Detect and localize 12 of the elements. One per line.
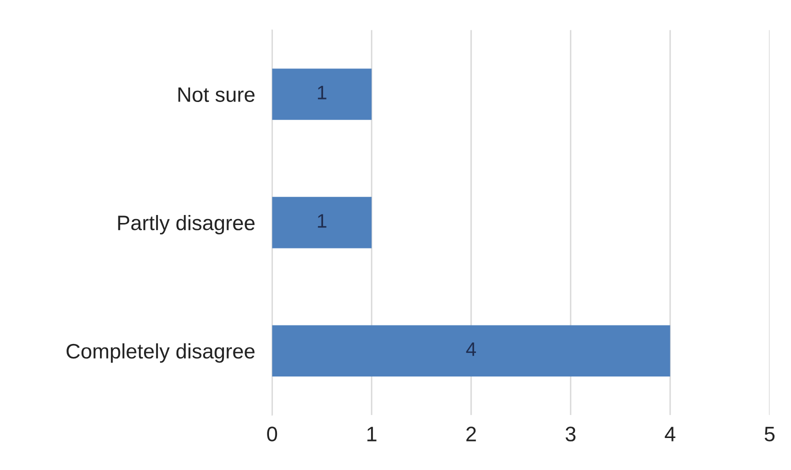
x-tick-label: 0 xyxy=(267,426,278,442)
data-label: 4 xyxy=(466,342,476,356)
data-label: 1 xyxy=(318,214,326,228)
x-tick-label: 4 xyxy=(664,426,676,442)
y-tick-label: Completely disagree xyxy=(66,343,255,363)
x-tick-label: 2 xyxy=(466,426,476,442)
x-tick-label: 3 xyxy=(566,426,576,442)
y-tick-label: Not sure xyxy=(178,87,255,102)
x-tick-label: 5 xyxy=(764,426,775,442)
y-tick-label: Partly disagree xyxy=(118,214,255,234)
data-label: 1 xyxy=(318,86,326,100)
x-tick-label: 1 xyxy=(367,426,376,442)
